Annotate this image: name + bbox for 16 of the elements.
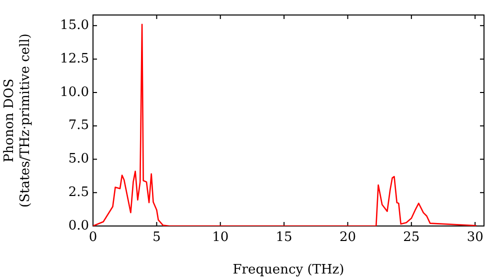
x-axis-title: Frequency (THz) — [232, 262, 344, 278]
y-tick-label: 7.5 — [68, 118, 89, 134]
y-tick-label: 15.0 — [60, 18, 89, 34]
y-tick-label: 5.0 — [68, 152, 89, 167]
y-tick-label: 2.5 — [68, 184, 89, 200]
y-tick-label: 10.0 — [60, 84, 89, 100]
x-tick-label: 10 — [212, 230, 229, 246]
x-tick-label: 20 — [339, 230, 356, 246]
y-axis-title: Phonon DOS (States/THz·primitive cell) — [2, 33, 33, 208]
y-tick-label: 12.5 — [60, 51, 89, 66]
x-tick-label: 0 — [88, 230, 98, 246]
x-tick-label: 30 — [466, 230, 484, 246]
x-tick-label: 25 — [403, 230, 420, 246]
x-tick-label: 5 — [152, 230, 161, 246]
x-tick-label: 15 — [276, 230, 292, 246]
y-tick-label: 0.0 — [68, 218, 89, 234]
